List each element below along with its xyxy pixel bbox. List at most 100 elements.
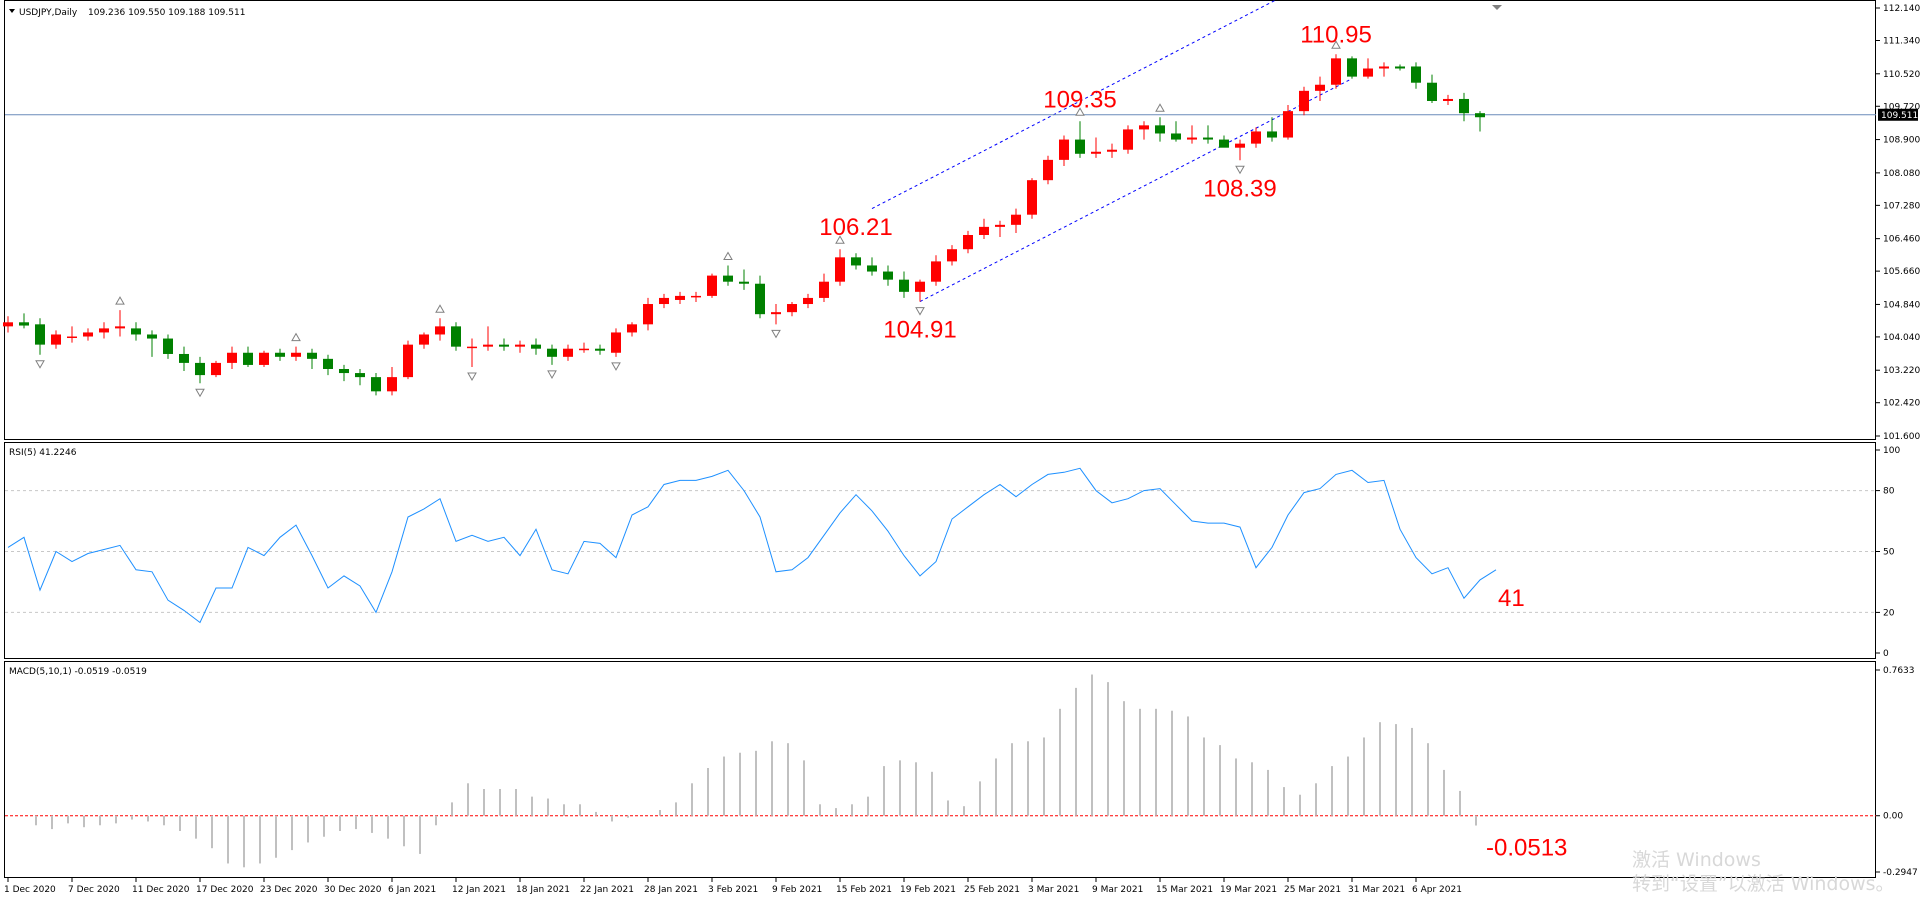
- price-annotation: 110.95: [1300, 21, 1372, 48]
- dropdown-triangle-icon[interactable]: [9, 9, 15, 13]
- candle: [931, 255, 941, 286]
- candle-body: [819, 281, 829, 298]
- candle-body: [51, 334, 61, 345]
- time-tick-label: 1 Dec 2020: [4, 885, 56, 895]
- candle: [387, 366, 397, 396]
- candle-body: [1011, 214, 1021, 225]
- candle: [755, 275, 765, 319]
- candle: [1123, 125, 1133, 154]
- fractal-markers: [35, 40, 1341, 398]
- candle: [1107, 143, 1117, 158]
- candle-body: [1091, 151, 1101, 154]
- candle: [1363, 58, 1373, 79]
- price-tick-label: 106.460: [1883, 235, 1920, 245]
- candle-body: [627, 324, 637, 333]
- time-tick-label: 30 Dec 2020: [324, 885, 382, 895]
- rsi-label: RSI(5) 41.2246: [9, 448, 77, 458]
- candlestick-series: [3, 54, 1485, 396]
- candle: [163, 334, 173, 359]
- candle: [483, 326, 493, 351]
- time-tick-label: 25 Mar 2021: [1284, 885, 1341, 895]
- price-tick-label: 105.660: [1883, 267, 1920, 277]
- fractal-up-icon: [835, 235, 845, 244]
- candle: [835, 249, 845, 286]
- candle: [195, 356, 205, 384]
- candle: [675, 291, 685, 305]
- candle: [1331, 54, 1341, 89]
- candle: [19, 313, 29, 329]
- macd-tick-label: -0.2947: [1883, 868, 1918, 878]
- candle: [1475, 111, 1485, 132]
- candle: [1203, 125, 1213, 144]
- candle: [499, 338, 509, 351]
- candle-body: [307, 352, 317, 359]
- candle-body: [1123, 129, 1133, 150]
- candle: [115, 310, 125, 337]
- candle-body: [419, 334, 429, 345]
- candle-body: [723, 275, 733, 282]
- candle: [547, 344, 557, 365]
- time-tick-label: 19 Feb 2021: [900, 885, 956, 895]
- candle-body: [1347, 58, 1357, 77]
- candle-body: [1411, 66, 1421, 83]
- candle-body: [227, 352, 237, 363]
- candle-body: [1219, 139, 1229, 148]
- time-tick-label: 6 Apr 2021: [1412, 885, 1462, 895]
- candle: [563, 344, 573, 361]
- candle-body: [899, 279, 909, 292]
- fractal-up-icon: [1155, 103, 1165, 112]
- candle-body: [547, 348, 557, 357]
- candle-body: [1267, 131, 1277, 138]
- time-tick-label: 25 Feb 2021: [964, 885, 1020, 895]
- candle: [179, 346, 189, 372]
- candle: [419, 332, 429, 349]
- time-tick-label: 17 Dec 2020: [196, 885, 254, 895]
- candle: [355, 368, 365, 386]
- candle-body: [243, 352, 253, 365]
- fractal-down-icon: [35, 360, 45, 369]
- candle: [1219, 135, 1229, 148]
- candle-body: [1027, 180, 1037, 215]
- candle: [211, 360, 221, 378]
- price-annotation: 106.21: [819, 214, 892, 241]
- candle-body: [115, 326, 125, 329]
- price-tick-label: 104.840: [1883, 300, 1920, 310]
- candle-body: [1283, 111, 1293, 138]
- candle-body: [867, 265, 877, 272]
- candle-body: [19, 322, 29, 326]
- price-tick-label: 108.900: [1883, 136, 1920, 146]
- candle-body: [275, 352, 285, 357]
- candle: [995, 220, 1005, 238]
- candle: [883, 265, 893, 286]
- candle-body: [1427, 82, 1437, 101]
- candle-body: [563, 348, 573, 357]
- rsi-panel-border: [4, 442, 1876, 659]
- candle: [131, 322, 141, 341]
- candle: [1235, 139, 1245, 161]
- candle-body: [195, 362, 205, 376]
- candle-body: [1251, 131, 1261, 144]
- fractal-down-icon: [915, 307, 925, 316]
- candle: [723, 265, 733, 286]
- candle-body: [675, 295, 685, 300]
- candle-body: [739, 281, 749, 284]
- candle-body: [147, 334, 157, 339]
- candle-body: [963, 234, 973, 250]
- candle: [947, 245, 957, 266]
- candle-body: [643, 304, 653, 325]
- candle-body: [1363, 68, 1373, 77]
- candle-body: [1043, 159, 1053, 181]
- candle-body: [883, 271, 893, 280]
- candle-body: [339, 368, 349, 374]
- price-tick-label: 112.140: [1883, 4, 1920, 14]
- candle-body: [323, 358, 333, 369]
- candle: [579, 342, 589, 353]
- shift-marker-icon[interactable]: [1492, 5, 1502, 10]
- candle: [147, 330, 157, 357]
- fractal-up-icon: [115, 296, 125, 305]
- time-axis: 1 Dec 2020 7 Dec 2020 11 Dec 2020 17 Dec 20…: [4, 878, 1462, 895]
- price-tick-label: 107.280: [1883, 201, 1920, 211]
- price-tag-box: [1878, 108, 1918, 121]
- candle-body: [371, 377, 381, 392]
